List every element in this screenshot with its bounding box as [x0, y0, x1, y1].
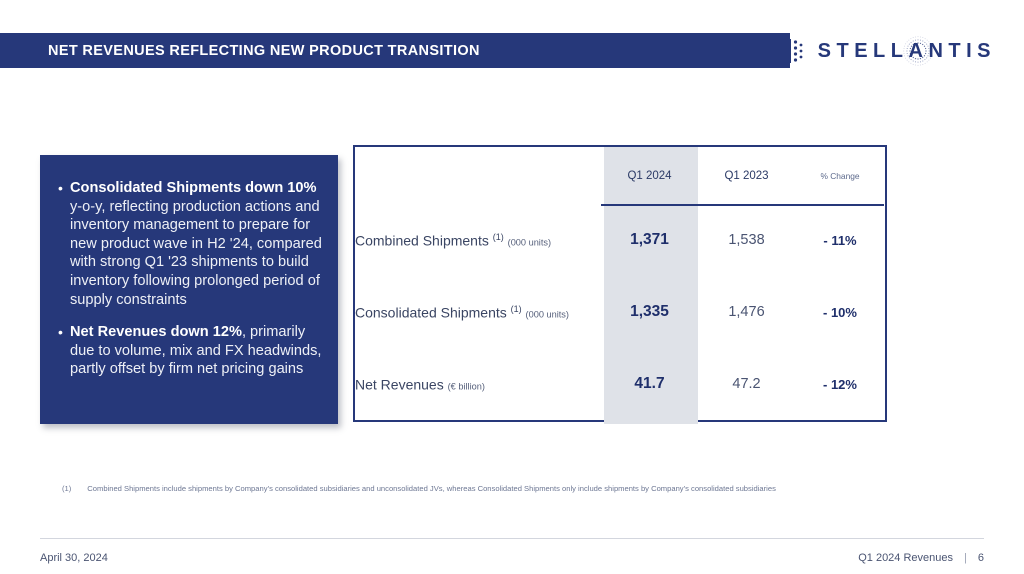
- table-row: Consolidated Shipments (1) (000 units) 1…: [355, 276, 885, 348]
- header-percent-change: % Change: [820, 170, 860, 181]
- row-label: Net Revenues (€ billion): [355, 348, 601, 420]
- row-label: Consolidated Shipments (1) (000 units): [355, 276, 601, 348]
- current-period-highlight-band: [604, 147, 698, 424]
- footer-meta: Q1 2024 Revenues | 6: [858, 552, 984, 564]
- logo-wordmark-text: STELLA NTIS: [818, 36, 996, 66]
- footnote-text: Combined Shipments include shipments by …: [87, 484, 776, 493]
- bullet-text: Net Revenues down 12%, primarily due to …: [70, 323, 322, 379]
- row-change-value: - 10%: [823, 304, 857, 320]
- footnote-marker: (1): [62, 484, 72, 493]
- footnote: (1) Combined Shipments include shipments…: [62, 483, 776, 494]
- row-previous-value: 1,476: [728, 304, 765, 320]
- header-label-blank: [355, 147, 601, 204]
- table-header-row: Q1 2024 Q1 2023 % Change: [355, 147, 885, 204]
- row-footnote-ref: (1): [510, 303, 522, 314]
- footer-deck-title: Q1 2024 Revenues: [858, 552, 954, 564]
- row-unit: (000 units): [525, 309, 569, 320]
- stellantis-logo: STELLA NTIS: [770, 36, 996, 66]
- row-footnote-ref: (1): [492, 231, 504, 242]
- bullet-item: • Net Revenues down 12%, primarily due t…: [54, 323, 322, 379]
- row-label-text: Consolidated Shipments: [355, 304, 507, 321]
- footer-separator: |: [964, 552, 967, 564]
- row-label-text: Combined Shipments: [355, 232, 489, 249]
- bullet-rest: , primarily due to volume, mix and FX he…: [70, 324, 322, 378]
- row-unit: (€ billion): [447, 381, 485, 392]
- bullet-item: • Consolidated Shipments down 10% y-o-y,…: [54, 179, 322, 309]
- logo-dots-icon: [793, 40, 803, 62]
- bullet-lead: Consolidated Shipments down 10%: [70, 180, 317, 196]
- logo-wordmark: STELLA NTIS: [818, 36, 996, 66]
- logo-dot-ring-icon: [903, 36, 934, 66]
- bullet-lead: Net Revenues down 12%: [70, 324, 242, 341]
- logo-ring-letter: A: [903, 36, 934, 66]
- bullet-rest: y-o-y, reflecting production actions and…: [70, 198, 322, 308]
- table-row: Net Revenues (€ billion) 41.7 47.2 - 12%: [355, 348, 885, 420]
- metrics-table-container: Q1 2024 Q1 2023 % Change Combined Shipme…: [353, 145, 887, 424]
- row-label: Combined Shipments (1) (000 units): [355, 204, 601, 276]
- footer-divider: [40, 538, 984, 539]
- footer-date: April 30, 2024: [40, 552, 108, 564]
- table-row: Combined Shipments (1) (000 units) 1,371…: [355, 204, 885, 276]
- bullet-text: Consolidated Shipments down 10% y-o-y, r…: [70, 179, 322, 309]
- footer-page-number: 6: [977, 552, 984, 564]
- bullet-dot-icon: •: [58, 324, 63, 341]
- logo-bar-shape: [770, 39, 791, 63]
- key-points-callout: • Consolidated Shipments down 10% y-o-y,…: [40, 155, 338, 424]
- row-current-value: 41.7: [634, 375, 665, 392]
- row-label-text: Net Revenues: [355, 376, 444, 393]
- table-header-rule: [601, 204, 884, 206]
- title-bar: NET REVENUES REFLECTING NEW PRODUCT TRAN…: [0, 33, 790, 68]
- row-change-value: - 11%: [823, 232, 857, 248]
- page-title: NET REVENUES REFLECTING NEW PRODUCT TRAN…: [48, 42, 480, 59]
- row-current-value: 1,371: [630, 231, 669, 248]
- row-change-value: - 12%: [823, 376, 857, 392]
- metrics-table: Q1 2024 Q1 2023 % Change Combined Shipme…: [355, 147, 885, 420]
- row-previous-value: 1,538: [728, 232, 765, 248]
- row-unit: (000 units): [507, 237, 552, 248]
- row-current-value: 1,335: [630, 303, 669, 320]
- logo-mark-icon: [770, 37, 809, 65]
- header-current-period: Q1 2024: [627, 169, 672, 182]
- bullet-dot-icon: •: [58, 180, 63, 196]
- row-previous-value: 47.2: [732, 376, 761, 392]
- header-previous-period: Q1 2023: [724, 169, 769, 182]
